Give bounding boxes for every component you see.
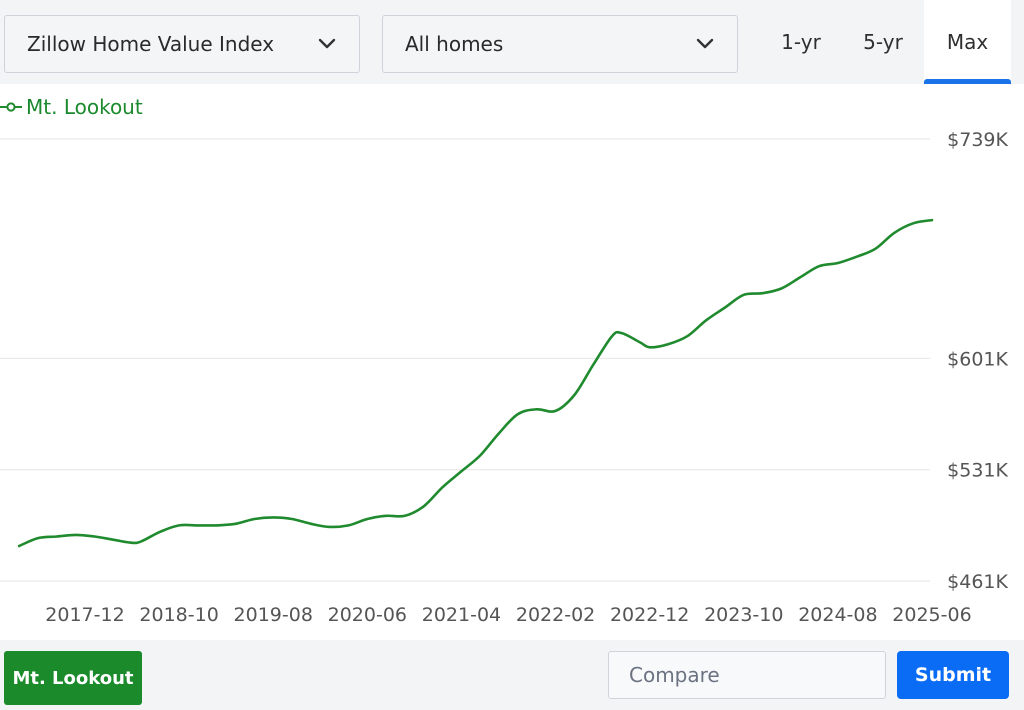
legend-line-marker-icon [0, 102, 22, 112]
chart-legend[interactable]: Mt. Lookout [0, 94, 143, 120]
range-tabs: 1-yr 5-yr Max [760, 0, 1011, 84]
tab-max[interactable]: Max [924, 0, 1011, 84]
x-tick-label: 2024-08 [798, 604, 877, 626]
tab-1-yr-label: 1-yr [781, 30, 821, 54]
x-tick-label: 2022-12 [610, 604, 689, 626]
legend-label: Mt. Lookout [26, 95, 143, 119]
location-chip-label: Mt. Lookout [12, 667, 134, 689]
submit-button[interactable]: Submit [897, 651, 1009, 699]
y-tick-label: $531K [947, 460, 1008, 482]
x-tick-label: 2025-06 [892, 604, 971, 626]
chevron-down-icon [317, 34, 337, 54]
active-tab-indicator [924, 79, 1011, 84]
location-chip-mt-lookout[interactable]: Mt. Lookout [4, 651, 142, 705]
y-tick-label: $739K [947, 129, 1008, 151]
home-type-dropdown[interactable]: All homes [382, 15, 738, 73]
home-type-dropdown-label: All homes [405, 32, 504, 56]
x-tick-label: 2018-10 [139, 604, 218, 626]
metric-dropdown-label: Zillow Home Value Index [27, 32, 275, 56]
x-tick-label: 2023-10 [704, 604, 783, 626]
line-chart: $461K $531K $601K $739K 2017-12 2018-10 2019-0… [0, 129, 1009, 626]
x-tick-label: 2020-06 [328, 604, 407, 626]
tab-1-yr[interactable]: 1-yr [760, 0, 842, 84]
metric-dropdown[interactable]: Zillow Home Value Index [4, 15, 360, 73]
tab-5-yr-label: 5-yr [863, 30, 903, 54]
series-line-mt-lookout [17, 218, 934, 548]
x-tick-label: 2022-02 [516, 604, 595, 626]
compare-input[interactable] [608, 651, 886, 699]
y-tick-label: $461K [947, 571, 1008, 593]
x-tick-label: 2021-04 [422, 604, 501, 626]
y-tick-label: $601K [947, 348, 1008, 370]
x-tick-label: 2017-12 [45, 604, 124, 626]
tab-5-yr[interactable]: 5-yr [842, 0, 924, 84]
chevron-down-icon [695, 34, 715, 54]
tab-max-label: Max [946, 30, 989, 54]
x-tick-label: 2019-08 [234, 604, 313, 626]
